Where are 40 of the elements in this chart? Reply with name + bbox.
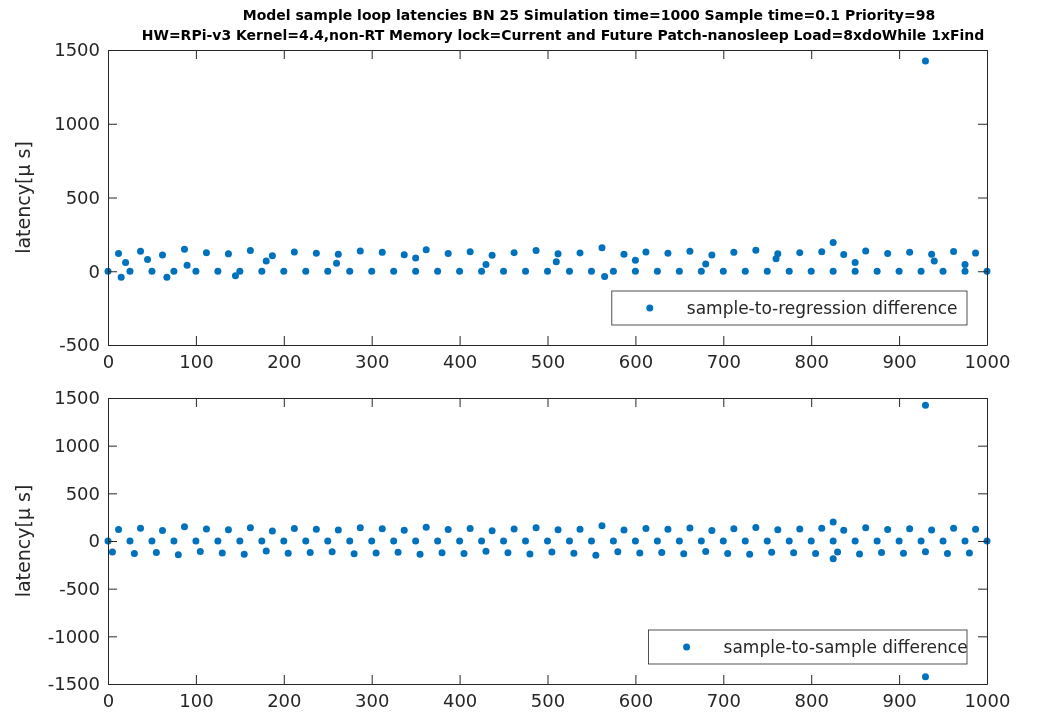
- x-tick-label: 500: [530, 689, 566, 711]
- x-tick-label: 900: [882, 689, 917, 711]
- y-tick-label: -1000: [47, 625, 100, 647]
- y-tick-label: 1000: [54, 434, 100, 456]
- legend-label: sample-to-regression difference: [686, 297, 958, 318]
- x-tick-label: 400: [442, 689, 478, 711]
- y-tick-label: -500: [59, 334, 100, 356]
- x-tick-label: 1000: [964, 350, 1011, 372]
- x-tick-label: 600: [618, 689, 654, 711]
- y-tick-label: 1000: [54, 113, 100, 135]
- y-tick-label: 500: [65, 186, 100, 208]
- x-tick-label: 300: [355, 689, 390, 711]
- y-axis-title: latency[μ s]: [12, 141, 34, 254]
- x-tick-label: 800: [794, 350, 829, 372]
- x-tick-label: 400: [442, 350, 478, 372]
- x-tick-label: 800: [794, 689, 829, 711]
- x-tick-label: 100: [179, 350, 214, 372]
- y-tick-label: 1500: [54, 387, 100, 409]
- x-tick-label: 0: [102, 350, 115, 372]
- y-tick-label: 0: [88, 530, 100, 552]
- y-tick-label: 1500: [54, 39, 100, 61]
- x-tick-label: 500: [530, 350, 566, 372]
- x-tick-label: 600: [618, 350, 654, 372]
- x-tick-label: 200: [267, 689, 302, 711]
- chart-subtitle: HW=RPi-v3 Kernel=4.4,non-RT Memory lock=Current and Future Patch-nanosleep Load=8xdoWhile 1xFind: [141, 27, 985, 43]
- y-tick-label: -1500: [47, 673, 100, 695]
- x-tick-label: 0: [102, 689, 115, 711]
- x-tick-label: 200: [267, 350, 302, 372]
- x-tick-label: 900: [882, 350, 917, 372]
- x-tick-label: 100: [179, 689, 214, 711]
- x-tick-label: 1000: [964, 689, 1011, 711]
- x-tick-label: 300: [355, 350, 390, 372]
- x-tick-label: 700: [706, 350, 741, 372]
- y-tick-label: 0: [88, 260, 100, 282]
- legend-label: sample-to-sample difference: [723, 636, 968, 657]
- x-tick-label: 700: [706, 689, 741, 711]
- y-tick-label: 500: [65, 482, 100, 504]
- y-axis-title: latency[μ s]: [12, 484, 34, 598]
- chart-title: Model sample loop latencies BN 25 Simulation time=1000 Sample time=0.1 Priority=98: [242, 7, 936, 23]
- y-tick-label: -500: [59, 577, 100, 599]
